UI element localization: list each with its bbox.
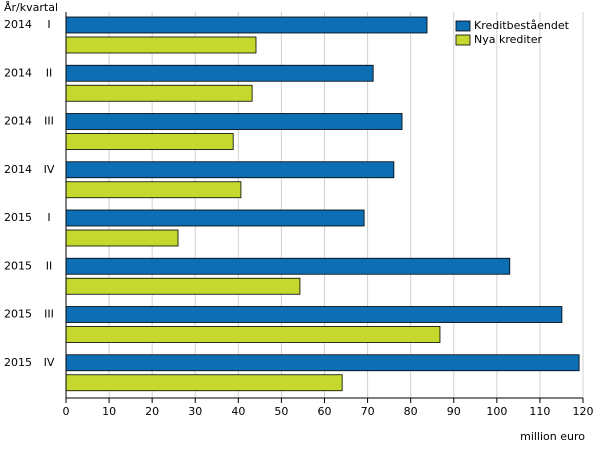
x-tick-label: 0 [63,405,70,418]
bar [65,209,365,227]
y-axis-title: År/kvartal [4,1,58,14]
category-quarter: I [47,18,50,31]
bar [65,229,179,247]
x-tick-label: 60 [318,405,332,418]
bar [65,113,403,130]
bar [65,326,441,343]
category-quarter: III [44,115,54,128]
x-tick-label: 10 [102,405,116,418]
category-quarter: IV [44,163,55,176]
category-year: 2015 [4,259,32,272]
x-tick-label: 90 [447,405,461,418]
bar [65,16,428,34]
category-year: 2014 [4,66,32,79]
category-quarter: II [46,259,53,272]
category-year: 2014 [4,163,32,176]
category-year: 2015 [4,308,32,321]
category-quarter: I [47,211,50,224]
legend-label: Kreditbeståendet [474,19,570,32]
category-quarter: II [46,66,53,79]
x-tick-label: 20 [145,405,159,418]
bar [65,277,301,295]
x-tick-label: 120 [573,405,594,418]
x-tick-label: 40 [231,405,245,418]
x-axis-title: million euro [520,430,585,443]
x-tick-label: 100 [486,405,507,418]
category-year: 2014 [4,115,32,128]
x-tick-label: 80 [404,405,418,418]
bar [65,161,395,179]
bar [65,306,563,323]
bar [65,36,257,54]
x-tick-label: 110 [529,405,550,418]
category-year: 2014 [4,18,32,31]
bar [65,133,234,150]
x-tick-label: 70 [361,405,375,418]
category-quarter: III [44,308,54,321]
x-tick-label: 30 [188,405,202,418]
category-quarter: IV [44,356,55,369]
bar [65,354,580,372]
legend-swatch [455,34,471,46]
bar [65,181,242,199]
bar [65,257,511,275]
legend-swatch [455,20,471,32]
bar [65,84,253,102]
bar [65,374,343,392]
x-tick-label: 50 [274,405,288,418]
category-year: 2015 [4,356,32,369]
category-year: 2015 [4,211,32,224]
bar [65,64,374,82]
legend-label: Nya krediter [474,33,543,46]
